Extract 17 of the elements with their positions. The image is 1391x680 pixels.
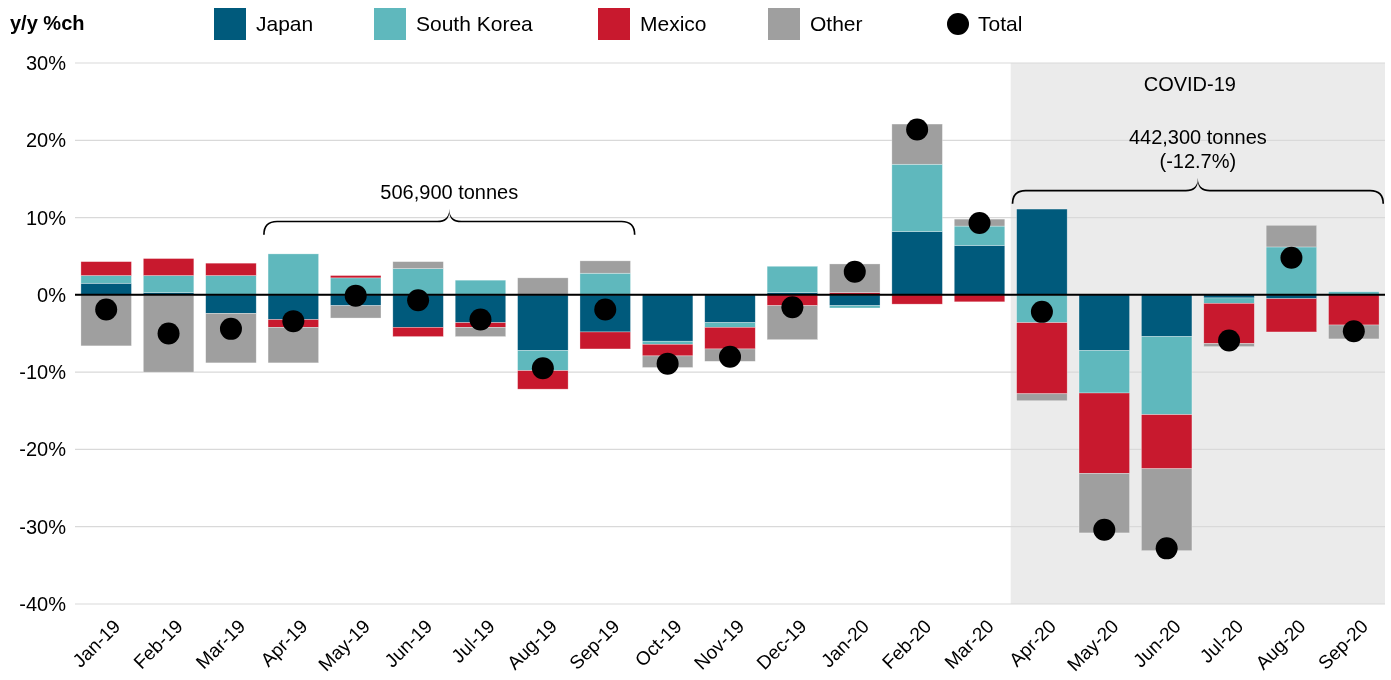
legend-label: Mexico [640, 12, 707, 36]
y-tick-label: 10% [25, 206, 67, 229]
y-tick-label: -10% [19, 361, 67, 384]
legend-label: Other [810, 12, 863, 36]
y-tick-label: -20% [19, 438, 67, 461]
band-label: COVID-19 [1143, 73, 1236, 95]
annotation: 442,300 tonnes (-12.7%) [1128, 125, 1267, 172]
y-tick-label: 0% [37, 283, 67, 306]
annotation: 506,900 tonnes [380, 180, 519, 203]
y-tick-label: 30% [25, 52, 67, 74]
y-tick-label: -30% [19, 515, 67, 538]
y-tick-label: -40% [19, 593, 67, 615]
y-axis-title: y/y %ch [10, 12, 85, 34]
y-tick-label: 20% [25, 129, 67, 152]
legend-label: Total [978, 12, 1023, 36]
legend-label: South Korea [416, 12, 534, 36]
legend-label: Japan [256, 12, 314, 36]
